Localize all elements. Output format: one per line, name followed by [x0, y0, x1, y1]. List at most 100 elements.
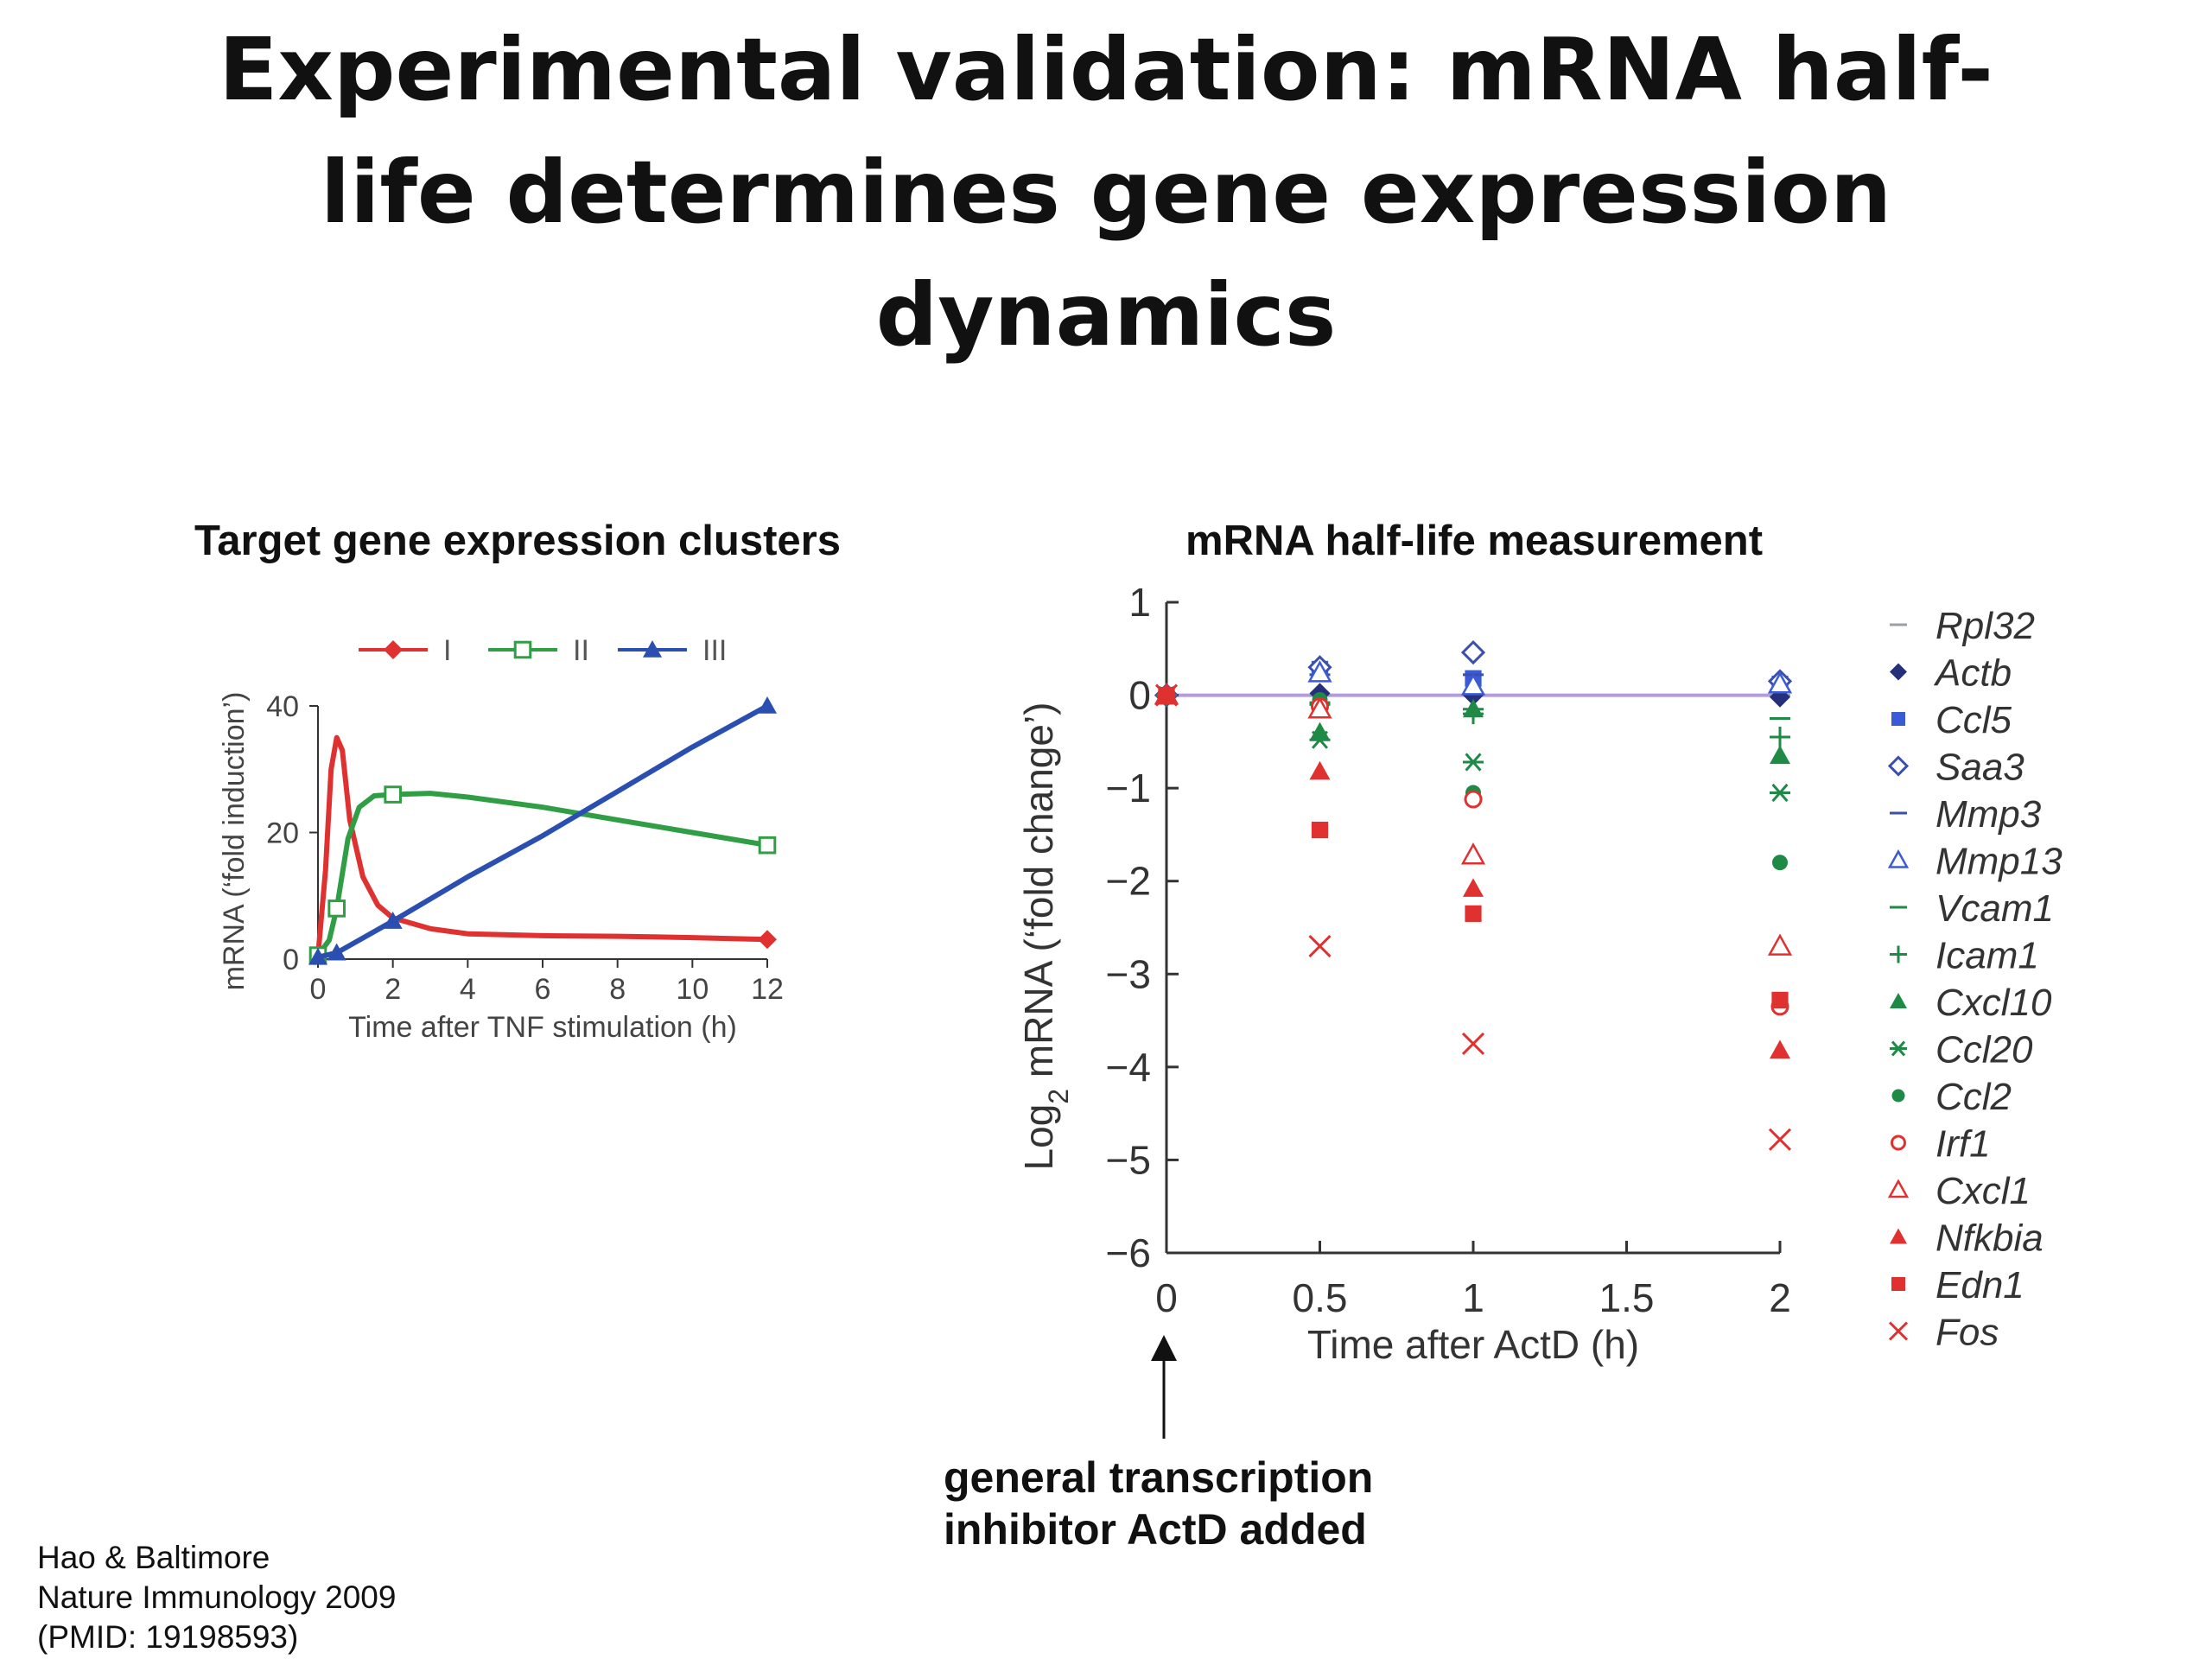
- right-data-point: [1771, 991, 1789, 1009]
- right-x-tick-label: 0.5: [1293, 1275, 1348, 1320]
- right-data-point: [1770, 783, 1790, 803]
- right-y-tick-label: −2: [1106, 859, 1151, 904]
- right-legend-label: Mmp13: [1936, 841, 2063, 883]
- right-data-point: [1465, 905, 1482, 922]
- right-legend-marker: [1891, 1089, 1905, 1103]
- title-line: Experimental validation: mRNA half-: [219, 19, 1993, 120]
- right-y-tick-label: −4: [1106, 1045, 1151, 1090]
- left-x-tick-label: 2: [385, 973, 401, 1006]
- right-legend-marker: [1887, 849, 1910, 868]
- right-legend-label: Ccl2: [1936, 1076, 2012, 1118]
- left-legend-marker: [643, 640, 662, 658]
- left-x-tick-label: 12: [751, 973, 784, 1006]
- right-y-axis-label: Log2 mRNA (‘fold change’): [1016, 702, 1074, 1171]
- right-legend-label: Rpl32: [1936, 605, 2035, 647]
- right-x-tick-label: 1: [1462, 1275, 1484, 1320]
- right-y-tick-label: −3: [1106, 951, 1151, 996]
- right-data-point: [1460, 842, 1486, 865]
- title-line: life determines gene expression: [320, 142, 1892, 243]
- right-data-point: [1770, 1039, 1790, 1059]
- left-data-point: [327, 899, 346, 918]
- left-data-point: [758, 836, 777, 855]
- right-data-point: [1309, 760, 1331, 780]
- right-legend-marker: [1887, 1179, 1910, 1198]
- right-legend-marker: [1890, 663, 1907, 681]
- right-legend-marker: [1890, 945, 1907, 963]
- right-data-point: [1309, 721, 1331, 741]
- right-data-point: [1307, 696, 1332, 719]
- right-y-tick-label: −5: [1106, 1137, 1151, 1182]
- right-legend-label: Cxcl10: [1936, 982, 2052, 1024]
- left-data-point: [384, 785, 402, 804]
- left-legend-marker: [513, 640, 532, 659]
- right-legend-marker: [1887, 755, 1910, 777]
- left-legend-label: II: [573, 634, 589, 667]
- left-x-tick-label: 6: [535, 973, 551, 1006]
- right-legend-label: Edn1: [1936, 1264, 2024, 1306]
- actd-annotation: general transcription inhibitor ActD add…: [944, 1452, 1373, 1555]
- left-legend-label: III: [702, 634, 727, 667]
- annotation-line: inhibitor ActD added: [944, 1505, 1367, 1554]
- right-chart: 0 0.5 1 1.5 2 1 0 −1 −2 −3 −4 −5 −6 Time after ActD (…: [1016, 580, 2063, 1367]
- right-data-point: [1770, 745, 1790, 765]
- left-chart: 0 2 4 6 8 10 12 0 20 40 Time after TNF stimulation…: [218, 634, 784, 1044]
- right-data-point: [1767, 671, 1793, 694]
- right-chart-title: mRNA half-life measurement: [1185, 518, 1764, 564]
- right-legend-label: Vcam1: [1936, 887, 2054, 930]
- left-series-line: [315, 734, 770, 959]
- right-y-tick-label: −1: [1106, 766, 1151, 810]
- left-y-tick-label: 40: [266, 690, 299, 723]
- right-x-tick-label: 0: [1155, 1275, 1178, 1320]
- right-data-point: [1460, 639, 1486, 665]
- right-legend-label: Fos: [1936, 1312, 1999, 1354]
- left-data-point: [758, 696, 777, 714]
- citation-line: Hao & Baltimore: [37, 1540, 270, 1575]
- left-legend-marker: [384, 640, 403, 659]
- title-line: dynamics: [875, 264, 1337, 365]
- right-legend-marker: [1890, 993, 1907, 1008]
- left-series-line: [315, 791, 770, 958]
- right-y-tick-label: 1: [1128, 580, 1151, 625]
- left-chart-title: Target gene expression clusters: [194, 518, 841, 564]
- right-data-point: [1464, 790, 1483, 809]
- right-legend-label: Mmp3: [1936, 793, 2042, 836]
- left-legend-label: I: [443, 634, 451, 667]
- citation-line: Nature Immunology 2009: [37, 1580, 397, 1615]
- citation: Hao & Baltimore Nature Immunology 2009 (…: [37, 1538, 396, 1657]
- right-legend-label: Ccl20: [1936, 1029, 2033, 1071]
- right-data-point: [1463, 698, 1484, 718]
- right-legend-marker: [1888, 1321, 1909, 1341]
- right-y-tick-label: 0: [1128, 673, 1151, 718]
- left-data-point: [758, 930, 777, 950]
- right-x-axis-label: Time after ActD (h): [1307, 1322, 1639, 1367]
- left-data-point: [308, 947, 327, 965]
- left-x-tick-label: 8: [609, 973, 626, 1006]
- right-legend-label: Ccl5: [1936, 699, 2012, 741]
- right-data-point: [1768, 1128, 1792, 1151]
- right-legend-marker: [1891, 1277, 1905, 1291]
- annotation-line: general transcription: [944, 1453, 1374, 1502]
- right-data-point: [1463, 878, 1484, 897]
- right-legend-label: Icam1: [1936, 935, 2039, 977]
- right-y-tick-label: −6: [1106, 1230, 1151, 1275]
- left-y-tick-label: 20: [266, 817, 299, 850]
- right-legend-label: Cxcl1: [1936, 1170, 2031, 1212]
- right-x-tick-label: 2: [1769, 1275, 1791, 1320]
- left-x-tick-label: 0: [310, 973, 327, 1006]
- left-series-line: [315, 703, 770, 960]
- left-x-axis-label: Time after TNF stimulation (h): [348, 1011, 737, 1044]
- right-data-point: [1770, 726, 1790, 747]
- right-legend-label: Saa3: [1936, 747, 2024, 789]
- right-data-point: [1307, 660, 1332, 683]
- right-data-point: [1311, 821, 1329, 839]
- right-legend-label: Actb: [1933, 652, 2012, 695]
- left-x-tick-label: 10: [676, 973, 709, 1006]
- left-x-tick-label: 4: [460, 973, 476, 1006]
- right-data-point: [1460, 673, 1486, 696]
- right-data-point: [1309, 730, 1331, 749]
- right-data-point: [1308, 934, 1332, 958]
- right-legend-label: Irf1: [1936, 1123, 1991, 1166]
- left-y-tick-label: 0: [283, 944, 299, 976]
- right-legend-marker: [1890, 1040, 1907, 1057]
